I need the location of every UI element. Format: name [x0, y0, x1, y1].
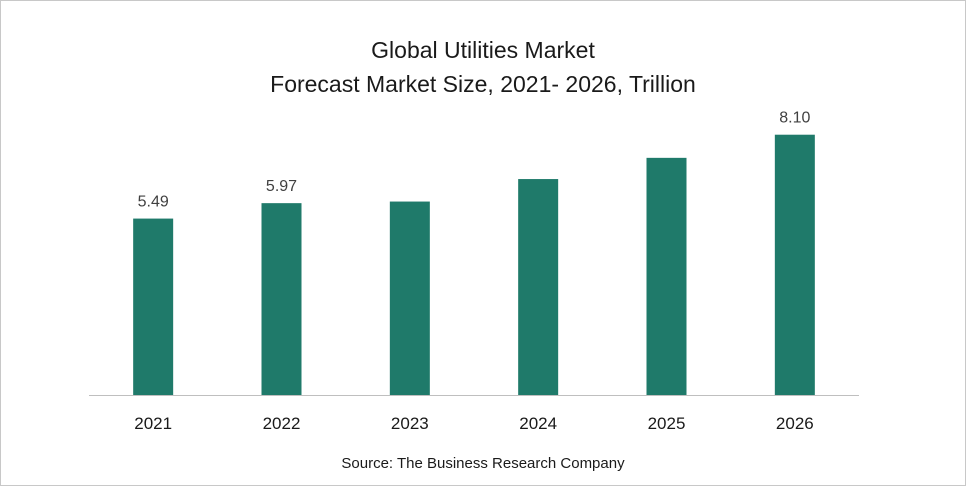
bar-2022 [261, 203, 302, 395]
x-tick-label-2025: 2025 [648, 414, 686, 433]
data-label-2021: 5.49 [138, 194, 169, 211]
bar-2021 [133, 218, 174, 395]
bar-2026 [774, 134, 815, 395]
chart-subtitle: Forecast Market Size, 2021- 2026, Trilli… [270, 71, 696, 97]
data-label-2026: 8.10 [779, 110, 810, 127]
x-tick-label-2022: 2022 [263, 414, 301, 433]
bar-2025 [646, 157, 687, 395]
data-label-2022: 5.97 [266, 178, 297, 195]
chart-title: Global Utilities Market [371, 37, 595, 63]
x-tick-label-2026: 2026 [776, 414, 814, 433]
x-tick-label-2024: 2024 [519, 414, 557, 433]
x-tick-label-2021: 2021 [134, 414, 172, 433]
bar-2024 [518, 179, 559, 395]
bar-2023 [389, 201, 430, 395]
chart-title-block: Global Utilities Market Forecast Market … [1, 33, 965, 101]
source-note: Source: The Business Research Company [341, 455, 625, 472]
x-tick-label-2023: 2023 [391, 414, 429, 433]
